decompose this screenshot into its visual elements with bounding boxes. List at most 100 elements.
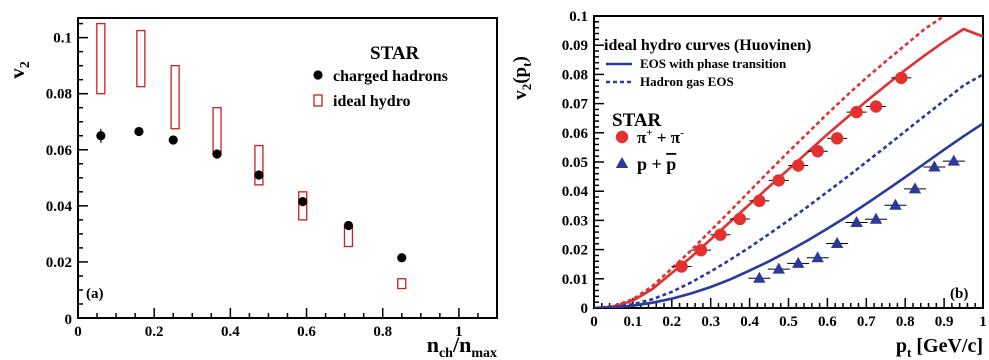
legend-line-label: EOS with phase transition — [640, 56, 787, 71]
x-tick-label: 0 — [590, 314, 598, 330]
proton-point — [947, 154, 961, 166]
x-tick-label: 1 — [455, 324, 463, 340]
x-tick-label: 0.4 — [740, 314, 759, 330]
proton-point — [772, 262, 785, 274]
legend-label-ideal-hydro: ideal hydro — [333, 93, 411, 110]
y-tick-label: 0.06 — [562, 126, 589, 142]
y-tick-label: 0.03 — [562, 213, 588, 229]
y-tick-label: 0.07 — [562, 97, 589, 113]
pion-point — [714, 228, 727, 241]
y-tick-label: 0.09 — [562, 38, 588, 54]
y-tick-label: 0.08 — [562, 67, 588, 83]
hydro-box — [397, 278, 407, 290]
y-tick-label: 0.04 — [46, 199, 73, 215]
data-point — [298, 197, 308, 207]
x-tick-label: 0.2 — [145, 324, 164, 340]
y-tick-label: 0.06 — [46, 143, 73, 159]
legend-marker-ideal-hydro — [313, 94, 323, 107]
data-point — [134, 126, 144, 137]
legend-line-label: Hadron gas EOS — [640, 74, 734, 89]
y-tick-label: 0.02 — [46, 255, 72, 271]
y-tick-label: 0.01 — [562, 272, 588, 288]
panel-b: 0 0.1 0.2 0.3 0.4 0.5 0.6 0.7 0.8 0.9 1 0 0.01 0.02 0.… — [510, 9, 987, 360]
pion-point — [753, 194, 766, 208]
legend-marker-charged-hadrons — [313, 70, 323, 80]
legend-title: ideal hydro curves (Huovinen) — [604, 37, 811, 54]
proton-point — [850, 215, 863, 227]
legend-label-charged-hadrons: charged hadrons — [333, 68, 448, 85]
data-point — [168, 135, 178, 145]
hydro-box — [136, 29, 146, 88]
proton-point — [908, 182, 922, 194]
x-tick-label: 0.3 — [701, 314, 720, 330]
pion-point — [830, 132, 844, 145]
pion-point — [772, 174, 785, 187]
proton-point — [792, 256, 805, 268]
y-tick-label: 0.04 — [562, 184, 589, 200]
hydro-curve-pion — [594, 27, 983, 308]
star-label: STAR — [612, 110, 662, 131]
x-tick-label: 0.1 — [624, 314, 643, 330]
x-tick-label: 0.8 — [373, 324, 392, 340]
legend-marker-proton — [615, 157, 629, 168]
data-point — [397, 253, 407, 263]
hydro-curve-proton — [594, 122, 983, 308]
proton-point — [869, 212, 883, 224]
y-tick-label: 0.08 — [46, 87, 72, 103]
legend-title: STAR — [370, 43, 420, 64]
y-tick-label: 0 — [581, 301, 589, 317]
y-tick-label: 0.02 — [562, 243, 588, 259]
plot-frame — [77, 17, 498, 319]
x-tick-label: 0.9 — [935, 314, 954, 330]
hydro-curve-pion — [594, 16, 945, 308]
x-axis-label: pt [GeV/c] — [896, 335, 983, 360]
y-tick-label: 0.1 — [53, 31, 72, 47]
panel-label: (a) — [86, 286, 104, 302]
x-tick-label: 0.6 — [297, 324, 316, 340]
x-tick-label: 0.8 — [896, 314, 915, 330]
legend-label-pion: π+ + π- — [637, 127, 684, 147]
x-axis-label: nch/nmax — [427, 332, 497, 360]
panel-label: (b) — [950, 286, 968, 302]
hydro-box — [170, 65, 180, 130]
y-axis-label: v2(pt) — [510, 56, 534, 100]
curves — [594, 16, 983, 308]
y-tick-label: 0.05 — [562, 155, 588, 171]
x-tick-label: 0 — [74, 324, 82, 340]
proton-point — [753, 271, 766, 283]
hydro-box — [96, 22, 106, 95]
x-tick-label: 1 — [979, 314, 987, 330]
hydro-box — [298, 191, 308, 221]
legend-label-proton: p + p — [637, 154, 676, 174]
x-tick-label: 0.5 — [779, 314, 798, 330]
pion-point — [792, 159, 805, 172]
pion-point — [694, 243, 708, 257]
legend-marker-pion — [615, 130, 629, 144]
pion-point — [733, 212, 747, 226]
y-tick-label: 0 — [65, 312, 73, 328]
x-tick-label: 0.2 — [662, 314, 681, 330]
y-axis-label: v2 — [5, 61, 33, 79]
proton-point — [811, 251, 824, 263]
pion-point — [850, 105, 863, 119]
x-tick-label: 0.4 — [221, 324, 240, 340]
pion-point — [675, 260, 688, 273]
hydro-box — [254, 144, 264, 186]
x-tick-label: 0.7 — [857, 314, 876, 330]
proton-point — [928, 160, 941, 172]
proton-point — [830, 236, 844, 248]
panel-a: 0 0.2 0.4 0.6 0.8 1 0.02 0.04 0.06 0.08 0.1 0 v2 nch/… — [5, 17, 498, 360]
hydro-box — [212, 107, 222, 155]
data-point — [96, 131, 106, 141]
data-point — [212, 149, 222, 159]
data-point — [254, 170, 264, 180]
hydro-curve-proton — [594, 73, 983, 308]
pion-point — [811, 144, 824, 158]
data-point — [343, 220, 354, 231]
x-tick-label: 0.6 — [818, 314, 837, 330]
y-tick-label: 0.1 — [569, 9, 588, 25]
proton-point — [889, 198, 902, 210]
pion-point — [895, 71, 908, 85]
pion-point — [869, 100, 883, 113]
